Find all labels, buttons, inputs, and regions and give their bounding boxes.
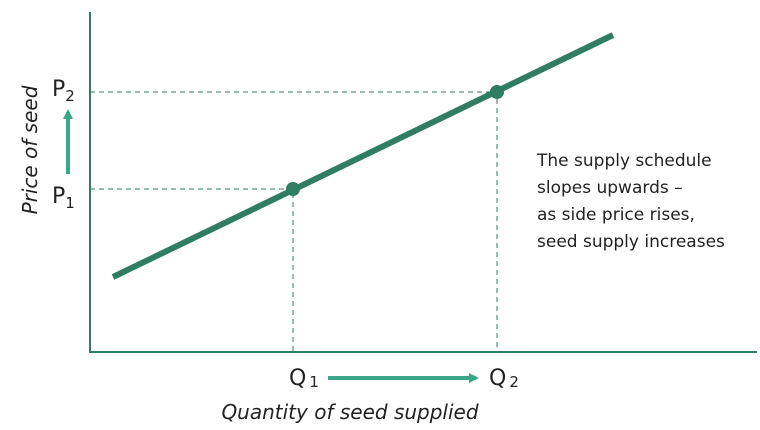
y-axis-title: Price of seed bbox=[18, 85, 42, 214]
point-1 bbox=[286, 182, 300, 196]
point-2 bbox=[490, 85, 504, 99]
p1-label: P1 bbox=[52, 184, 75, 212]
annotation-line: slopes upwards – bbox=[537, 178, 683, 198]
supply-line bbox=[111, 32, 615, 280]
p2-label: P2 bbox=[52, 77, 75, 105]
x-axis-title: Quantity of seed supplied bbox=[221, 400, 478, 424]
annotation-line: seed supply increases bbox=[537, 232, 725, 252]
annotation-line: The supply schedule bbox=[536, 151, 712, 171]
annotation-line: as side price rises, bbox=[537, 205, 695, 225]
